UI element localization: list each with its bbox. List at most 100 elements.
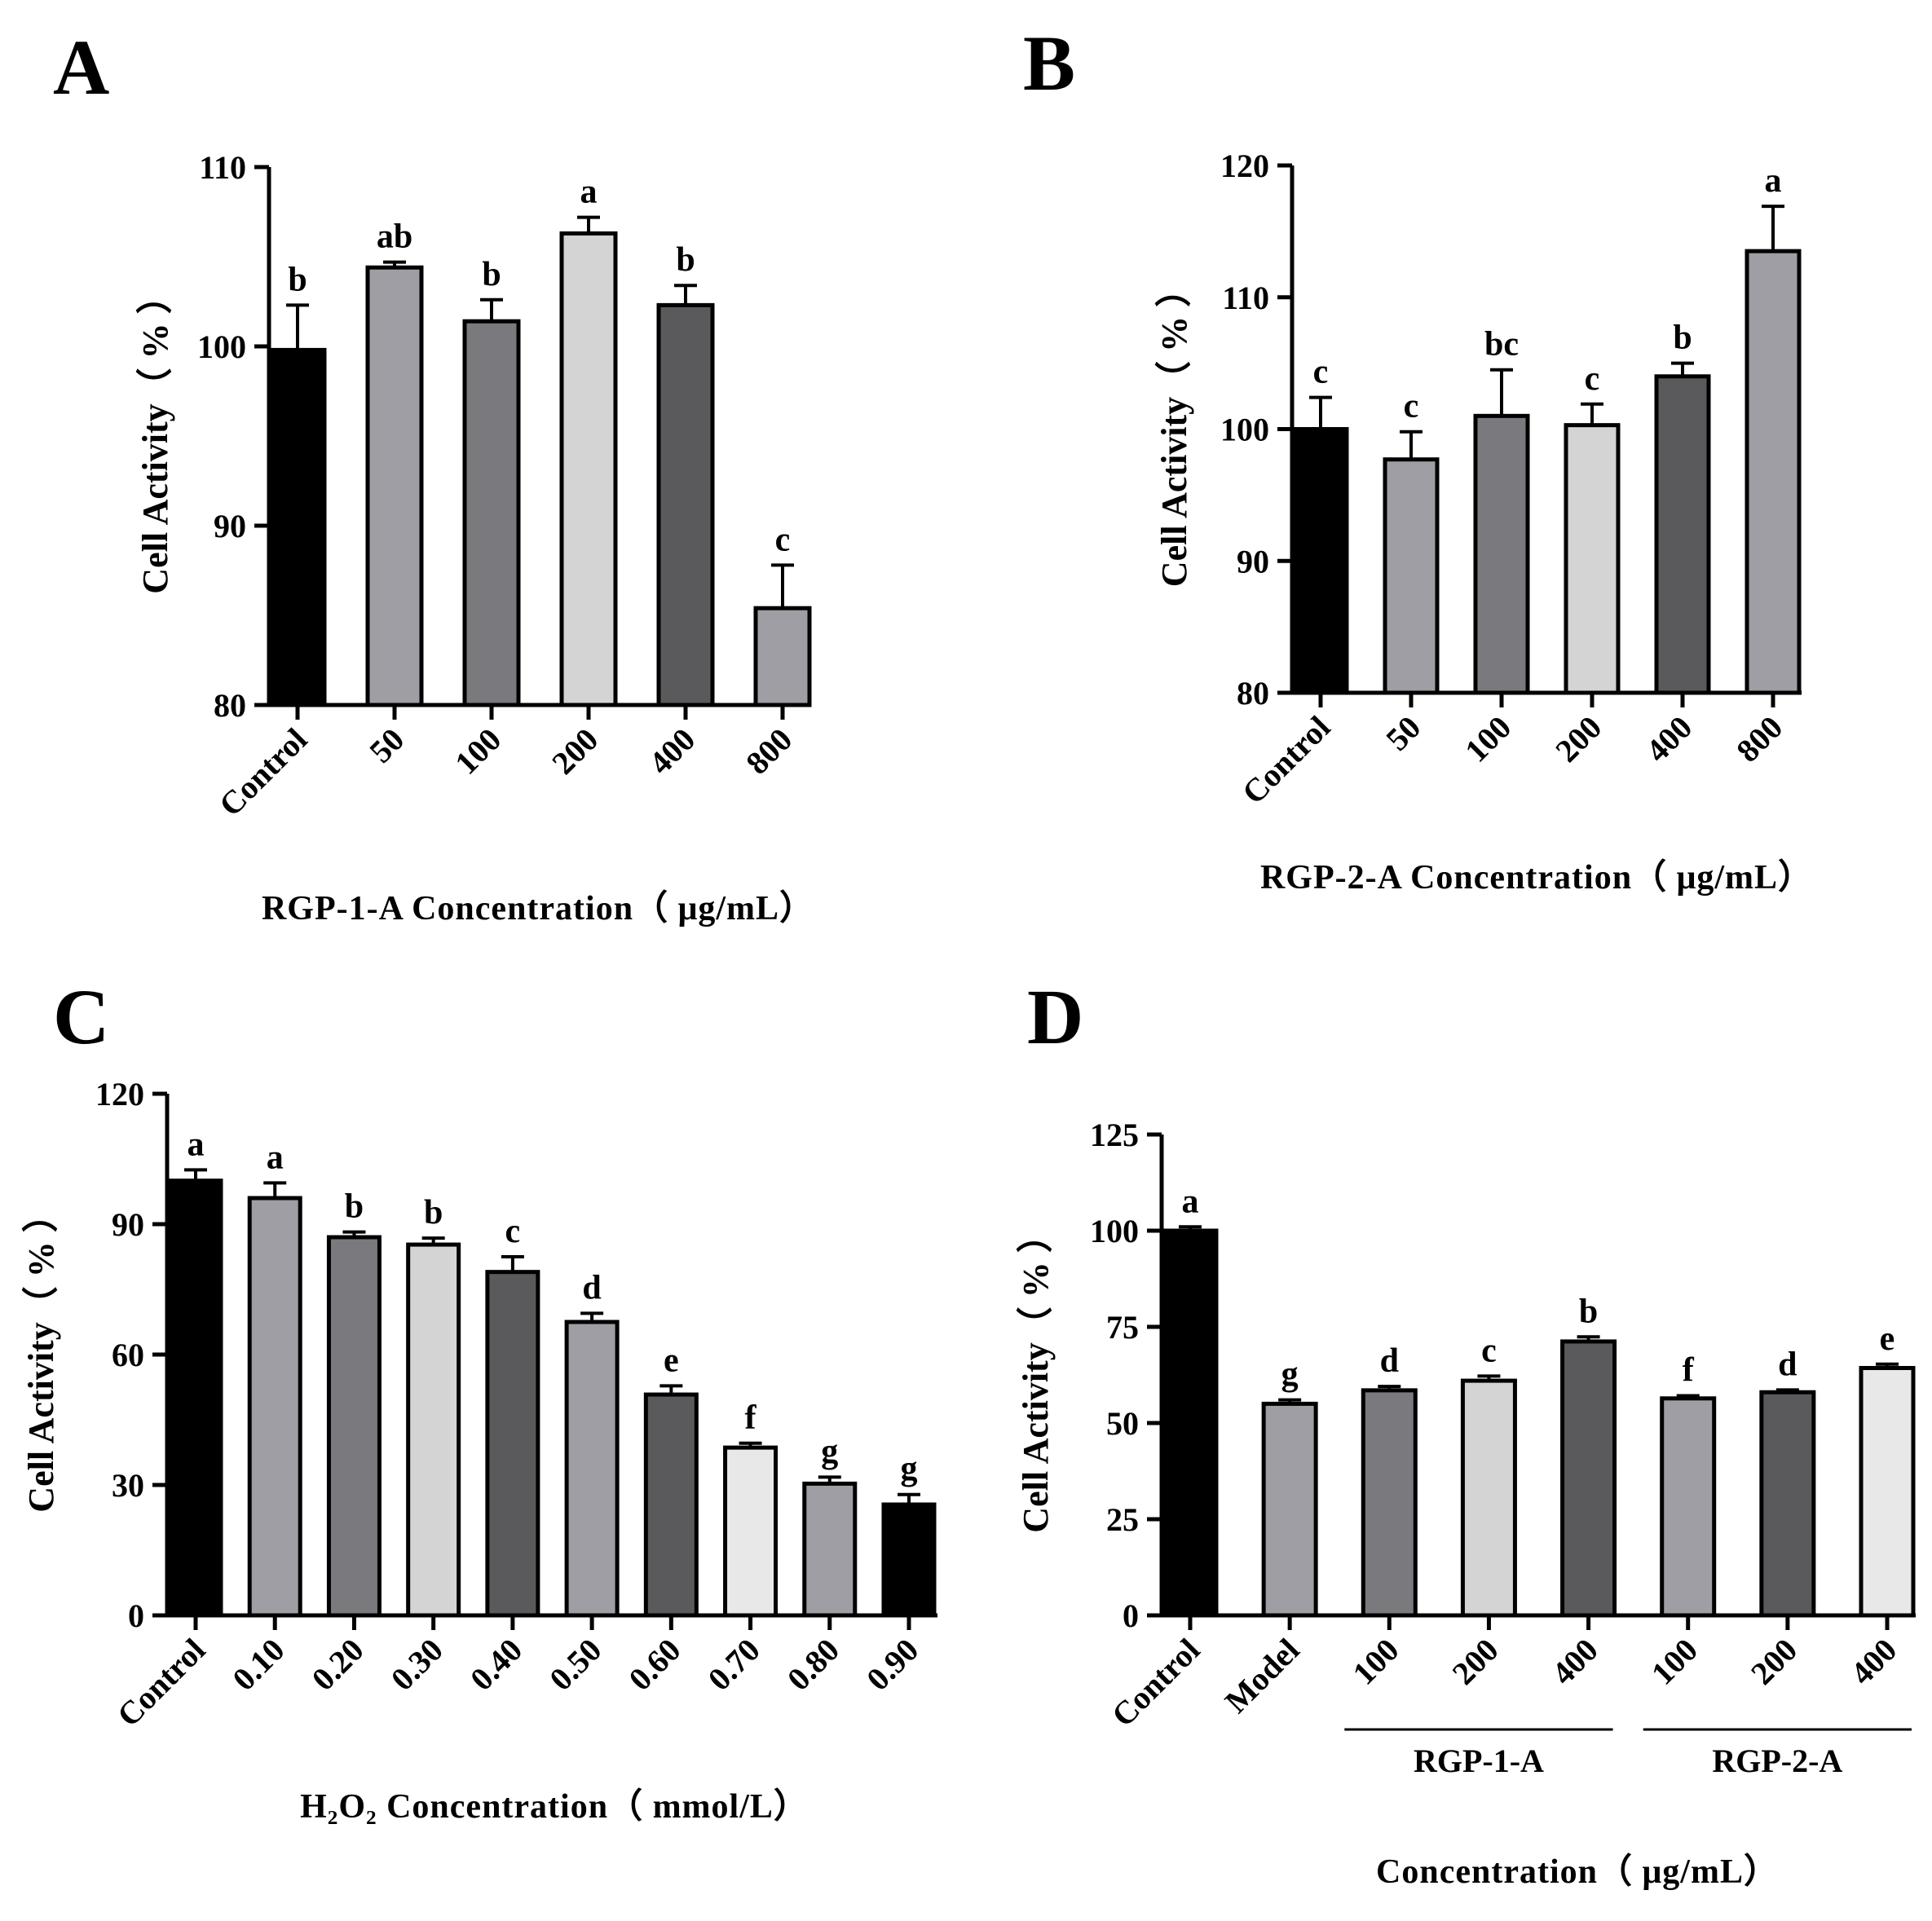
y-tick-label: 100 xyxy=(1090,1213,1139,1249)
y-tick-label: 110 xyxy=(1222,280,1269,316)
y-tick-label: 120 xyxy=(1220,148,1269,184)
category-label: 0.80 xyxy=(780,1632,846,1698)
significance-label: bc xyxy=(1484,326,1519,363)
bar xyxy=(365,265,424,707)
significance-label: b xyxy=(482,256,501,293)
bar xyxy=(1859,1366,1916,1618)
bar xyxy=(656,302,715,707)
significance-label: a xyxy=(580,174,598,211)
y-tick-label: 25 xyxy=(1106,1501,1139,1538)
bar xyxy=(462,319,521,707)
x-axis-label: H₂O₂ Concentration（ mmol/L） xyxy=(300,1787,809,1826)
y-tick-label: 100 xyxy=(197,328,246,365)
bar xyxy=(1745,249,1802,695)
category-label: 400 xyxy=(1545,1632,1605,1692)
y-axis-label: Cell Activity（ % ） xyxy=(135,278,175,593)
y-axis-label: Cell Activity（ % ） xyxy=(1154,271,1194,587)
y-tick-label: 50 xyxy=(1106,1405,1139,1442)
significance-label: b xyxy=(345,1188,364,1226)
significance-label: a xyxy=(1182,1183,1199,1220)
bar xyxy=(753,606,812,707)
bar xyxy=(1292,427,1349,695)
y-tick-label: 60 xyxy=(112,1337,144,1373)
group-label: RGP-2-A xyxy=(1712,1743,1842,1779)
y-tick-label: 125 xyxy=(1090,1117,1139,1153)
category-label: 200 xyxy=(545,721,605,782)
bar xyxy=(1654,374,1711,695)
category-label: 0.60 xyxy=(621,1632,687,1698)
category-label: 50 xyxy=(1378,709,1427,758)
bar xyxy=(564,1320,620,1618)
category-label: 400 xyxy=(1843,1632,1903,1692)
category-label: 100 xyxy=(1345,1632,1405,1692)
category-label: 200 xyxy=(1744,1632,1804,1692)
significance-label: e xyxy=(664,1342,679,1379)
y-tick-label: 100 xyxy=(1220,412,1269,448)
x-axis-label: RGP-1-A Concentration（ μg/mL） xyxy=(262,889,814,927)
category-label: 0.40 xyxy=(463,1632,529,1698)
y-tick-label: 80 xyxy=(214,687,246,724)
bar xyxy=(643,1392,699,1618)
bar xyxy=(723,1445,779,1618)
y-tick-label: 90 xyxy=(1237,543,1269,579)
category-label: 800 xyxy=(739,721,799,782)
category-label: 100 xyxy=(1644,1632,1705,1692)
significance-label: a xyxy=(1765,162,1782,200)
significance-label: d xyxy=(1380,1342,1399,1380)
significance-label: c xyxy=(775,521,791,558)
category-label: 0.20 xyxy=(304,1632,370,1698)
y-tick-label: 30 xyxy=(112,1467,144,1504)
chart-panel-c: C 0 30 60 90 120 Cell Activity（ % ） a Control a 0.… xyxy=(21,973,937,1826)
significance-label: b xyxy=(288,261,307,298)
bar xyxy=(485,1270,540,1618)
category-label: Control xyxy=(1235,709,1338,812)
x-axis-label: RGP-2-A Concentration（ μg/mL） xyxy=(1260,858,1813,897)
significance-label: b xyxy=(1579,1293,1598,1330)
bar xyxy=(1560,1339,1617,1618)
bar xyxy=(1564,423,1621,695)
category-label: Control xyxy=(212,721,315,824)
significance-label: c xyxy=(1404,388,1419,425)
significance-label: b xyxy=(1673,319,1692,357)
category-label: 200 xyxy=(1445,1632,1506,1692)
y-tick-label: 0 xyxy=(1123,1597,1139,1634)
significance-label: b xyxy=(676,241,695,279)
bar xyxy=(881,1502,937,1618)
significance-label: d xyxy=(1778,1346,1797,1383)
significance-label: c xyxy=(1313,354,1329,391)
category-label: 0.50 xyxy=(542,1632,608,1698)
category-label: 0.10 xyxy=(225,1632,291,1698)
category-label: 400 xyxy=(642,721,702,782)
bar xyxy=(1759,1390,1816,1618)
y-axis-label: Cell Activity（ % ） xyxy=(1016,1217,1056,1532)
category-label: 0.90 xyxy=(859,1632,925,1698)
bar xyxy=(1162,1228,1219,1618)
bar xyxy=(1261,1401,1318,1618)
bar xyxy=(1660,1396,1717,1618)
bar xyxy=(559,231,618,707)
bar xyxy=(802,1481,858,1618)
category-label: Control xyxy=(110,1632,213,1734)
bar xyxy=(326,1235,382,1618)
panel-letter-c: C xyxy=(53,973,109,1060)
significance-label: f xyxy=(1683,1351,1695,1389)
significance-label: c xyxy=(505,1213,521,1250)
bar xyxy=(168,1179,223,1618)
x-axis-label: Concentration（ μg/mL） xyxy=(1376,1853,1779,1891)
y-tick-label: 80 xyxy=(1237,675,1269,712)
significance-label: f xyxy=(745,1399,757,1437)
bar xyxy=(1383,457,1440,695)
category-label: Control xyxy=(1105,1632,1207,1734)
y-axis-label: Cell Activity（ % ） xyxy=(21,1196,61,1512)
significance-label: c xyxy=(1585,360,1600,398)
y-tick-label: 75 xyxy=(1106,1309,1139,1346)
significance-label: b xyxy=(424,1194,443,1231)
category-label: 50 xyxy=(362,721,411,770)
significance-label: g xyxy=(821,1433,838,1470)
panel-letter-b: B xyxy=(1023,20,1075,107)
significance-label: d xyxy=(582,1269,601,1306)
panel-letter-d: D xyxy=(1027,973,1083,1060)
category-label: Model xyxy=(1218,1632,1307,1721)
y-tick-label: 110 xyxy=(199,149,246,186)
